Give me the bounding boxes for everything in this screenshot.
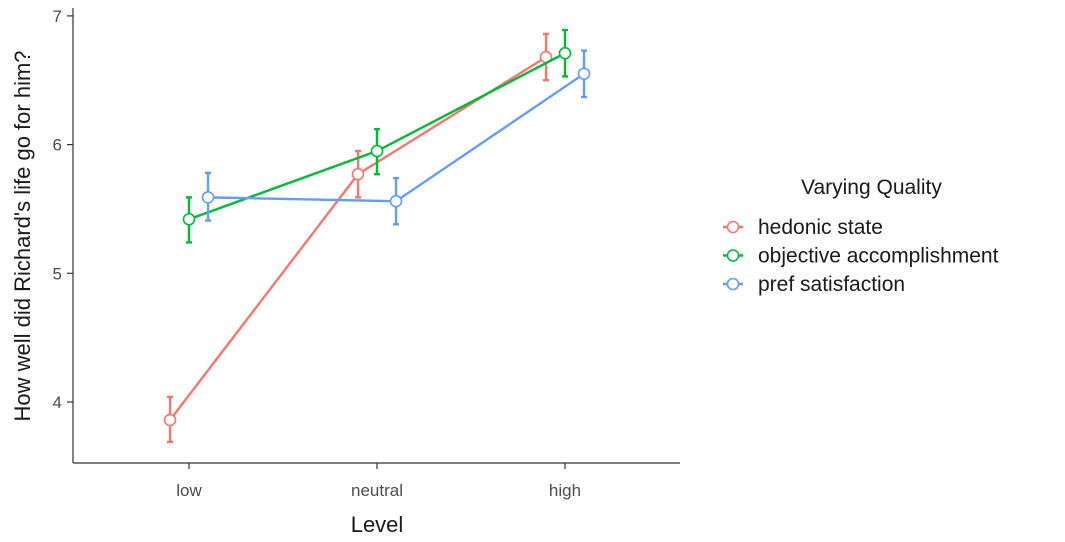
plot-area [163,28,591,444]
data-point [558,46,572,60]
y-axis: 4 5 6 7 [53,7,74,463]
legend-title: Varying Quality [801,176,942,199]
series-pref-satisfaction [201,49,591,226]
y-tick-label: 6 [53,136,62,155]
series-line [169,56,547,421]
data-point [201,191,215,204]
legend-item: objective accomplishment [723,245,999,268]
legend-label: pref satisfaction [758,273,905,296]
legend-key-marker [726,220,740,234]
data-point [163,413,177,427]
y-tick-label: 7 [53,7,62,26]
legend-item: pref satisfaction [723,273,905,296]
data-point [182,212,196,226]
y-tick-label: 4 [53,393,62,412]
legend: Varying Quality hedonic state objective a… [723,176,999,296]
x-axis-title: Level [351,512,404,537]
data-point [370,144,384,158]
y-axis-title: How well did Richard's life go for him? [10,50,35,421]
series-hedonic-state [163,32,553,444]
legend-label: hedonic state [758,216,883,239]
x-tick-label: high [549,481,581,500]
data-point [389,194,403,208]
data-point [351,167,365,181]
series-objective-accomplishment [182,28,572,244]
x-tick-label: low [176,481,202,500]
y-tick-label: 5 [53,264,62,283]
data-point [577,67,591,81]
legend-item: hedonic state [723,216,883,239]
legend-key-marker [726,249,740,262]
legend-key-marker [726,277,740,291]
y-ticks: 4 5 6 7 [53,7,73,412]
x-axis: low neutral high [73,462,680,500]
legend-label: objective accomplishment [758,245,999,268]
legend-items: hedonic state objective accomplishment pre… [723,216,999,296]
x-tick-label: neutral [351,481,403,500]
x-ticks: low neutral high [176,463,581,500]
